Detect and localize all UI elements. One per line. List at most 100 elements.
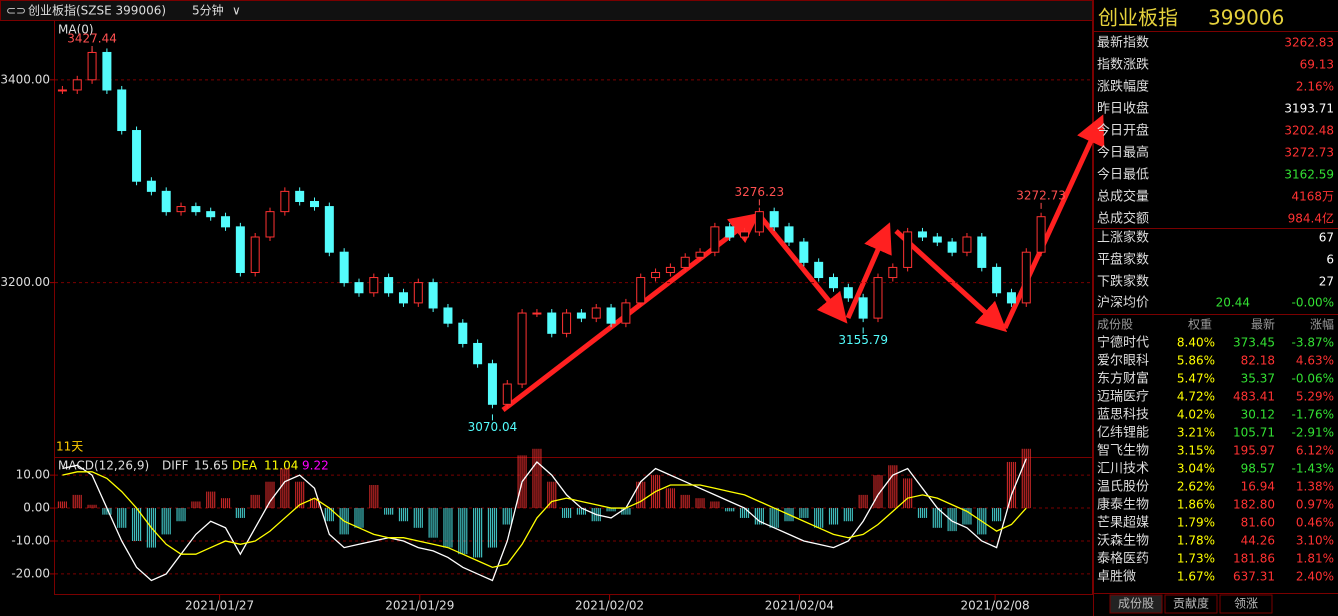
candle: [161, 190, 171, 213]
breadth-value: 6: [1326, 253, 1334, 267]
period-caret[interactable]: ∨: [232, 4, 241, 18]
constituent-name[interactable]: 沃森生物: [1097, 534, 1149, 549]
constituent-cell: -1.76%: [1292, 408, 1334, 422]
quote-value: 3193.71: [1284, 102, 1334, 116]
candle: [829, 277, 838, 289]
constituent-cell: -0.06%: [1292, 372, 1334, 386]
column-header: 权重: [1188, 318, 1212, 332]
diff-value: 15.65: [194, 459, 228, 473]
y-tick-label: -20.00: [11, 566, 50, 580]
plot-frame: [54, 20, 1093, 595]
constituent-name[interactable]: 智飞生物: [1097, 444, 1149, 459]
candle: [398, 292, 408, 304]
constituent-cell: 82.18: [1241, 354, 1275, 368]
constituent-cell: 98.57: [1241, 462, 1275, 476]
candle: [621, 302, 631, 324]
average-change: -0.00%: [1292, 296, 1334, 310]
candle: [146, 180, 156, 192]
constituent-name[interactable]: 康泰生物: [1097, 497, 1149, 513]
tab-label[interactable]: 成份股: [1118, 597, 1154, 611]
breadth-value: 67: [1319, 231, 1334, 245]
constituent-cell: 3.04%: [1177, 462, 1215, 476]
candle: [636, 277, 646, 304]
constituent-name[interactable]: 东方财富: [1097, 371, 1149, 387]
quote-label: 最新指数: [1097, 35, 1149, 51]
constituent-name[interactable]: 宁德时代: [1097, 335, 1149, 351]
constituent-name[interactable]: 迈瑞医疗: [1097, 390, 1149, 405]
constituent-cell: 181.86: [1233, 552, 1275, 566]
constituent-cell: 1.73%: [1177, 552, 1215, 566]
candle: [888, 266, 898, 279]
constituent-name[interactable]: 芒果超媒: [1097, 515, 1149, 531]
tab-label[interactable]: 领涨: [1234, 596, 1258, 611]
constituent-cell: 1.79%: [1177, 516, 1215, 530]
candle: [517, 312, 527, 385]
quote-value: 3202.48: [1284, 124, 1334, 138]
quote-label: 今日最低: [1097, 167, 1149, 183]
constituent-cell: 4.02%: [1177, 408, 1215, 422]
instrument-title: 创业板指(SZSE 399006): [28, 3, 166, 18]
quote-name: 创业板指: [1098, 6, 1178, 30]
constituent-cell: 373.45: [1233, 336, 1275, 350]
candle: [680, 256, 690, 268]
candle: [562, 312, 572, 334]
extreme-label: 3070.04: [468, 420, 518, 434]
tab[interactable]: [1219, 594, 1273, 614]
candle: [428, 282, 438, 309]
constituent-cell: -2.91%: [1292, 426, 1334, 440]
constituent-cell: 2.40%: [1296, 570, 1334, 584]
candle: [977, 236, 987, 268]
candle: [443, 307, 453, 324]
constituent-cell: 30.12: [1241, 408, 1275, 422]
constituent-name[interactable]: 温氏股份: [1097, 480, 1149, 495]
constituent-name[interactable]: 泰格医药: [1097, 551, 1149, 567]
x-tick-label: 2021/01/27: [185, 599, 254, 613]
candle: [962, 236, 972, 253]
candle: [754, 211, 764, 233]
constituent-cell: 8.40%: [1177, 336, 1215, 350]
constituent-name[interactable]: 蓝思科技: [1097, 408, 1149, 423]
constituent-name[interactable]: 卓胜微: [1097, 570, 1136, 585]
macd-value: 9.22: [302, 459, 329, 473]
constituent-cell: 1.67%: [1177, 570, 1215, 584]
candle: [947, 241, 957, 253]
candle: [1006, 292, 1016, 304]
candle: [843, 287, 853, 299]
candle: [57, 89, 67, 92]
candle: [191, 206, 201, 213]
tab[interactable]: [1109, 594, 1163, 614]
candle: [102, 51, 112, 91]
candle: [547, 312, 557, 334]
y-tick-label: 3400.00: [0, 72, 50, 86]
y-tick-label: 3200.00: [0, 275, 50, 289]
macd-line: [62, 471, 1027, 569]
constituent-cell: 81.60: [1241, 516, 1275, 530]
quote-value: 3272.73: [1284, 146, 1334, 160]
quote-label: 今日最高: [1097, 145, 1149, 161]
tab[interactable]: [1164, 594, 1218, 614]
x-tick-label: 2021/01/29: [385, 599, 454, 613]
constituent-name[interactable]: 爱尔眼科: [1097, 354, 1149, 369]
quote-value: 2.16%: [1296, 80, 1334, 94]
constituent-name[interactable]: 亿纬锂能: [1097, 426, 1149, 441]
dea-value: 11.04: [264, 459, 298, 473]
quote-label: 今日开盘: [1097, 123, 1149, 139]
candle: [221, 216, 231, 228]
column-header: 成份股: [1097, 318, 1133, 332]
candle: [265, 211, 275, 238]
candle: [576, 312, 586, 319]
constituent-cell: 16.94: [1241, 480, 1275, 494]
average-label: 沪深均价: [1097, 295, 1149, 311]
breadth-value: 27: [1319, 275, 1334, 289]
extreme-label: 3155.79: [838, 333, 888, 347]
period-selector[interactable]: 5分钟: [192, 3, 224, 18]
candle: [369, 277, 379, 294]
link-icon[interactable]: ⊂⊃: [6, 4, 26, 18]
candle: [858, 297, 868, 319]
constituent-name[interactable]: 汇川技术: [1097, 462, 1149, 477]
constituent-cell: 35.37: [1241, 372, 1275, 386]
quote-value: 984.4亿: [1288, 211, 1334, 226]
candle: [769, 211, 779, 228]
tab-label[interactable]: 贡献度: [1173, 596, 1209, 611]
